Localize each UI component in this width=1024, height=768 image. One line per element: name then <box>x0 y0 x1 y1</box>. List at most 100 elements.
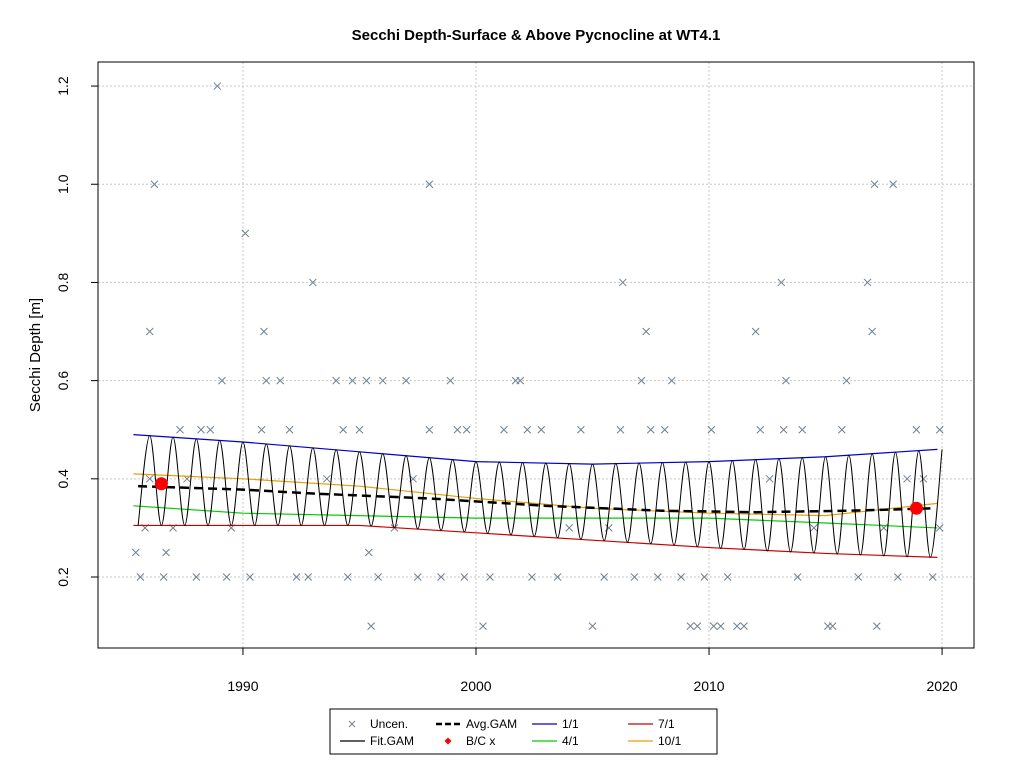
data-point <box>446 376 455 385</box>
data-point <box>709 622 718 630</box>
data-point <box>159 573 168 581</box>
data-point <box>765 474 774 483</box>
data-point <box>889 180 897 189</box>
data-point <box>192 573 201 581</box>
data-point <box>637 376 646 385</box>
x-tick-label: 2010 <box>693 678 724 694</box>
series-line <box>133 505 938 529</box>
data-point <box>486 573 494 581</box>
data-point <box>756 425 765 434</box>
data-point <box>523 425 532 434</box>
data-point <box>707 425 716 434</box>
data-point <box>577 425 585 434</box>
legend-label: Uncen. <box>370 717 408 731</box>
data-point <box>700 573 709 581</box>
data-point <box>553 573 562 581</box>
data-point <box>500 425 508 434</box>
data-point <box>309 278 317 287</box>
data-point <box>779 425 788 434</box>
legend-box <box>329 708 718 755</box>
data-point <box>528 573 536 581</box>
data-point <box>453 425 462 434</box>
legend-symbol <box>444 737 452 745</box>
data-point <box>437 573 445 581</box>
data-point <box>537 425 546 434</box>
data-point <box>246 573 254 581</box>
y-tick-label: 0.4 <box>55 469 71 489</box>
data-point <box>646 425 655 434</box>
data-point <box>751 327 760 336</box>
data-point <box>863 278 872 287</box>
series-line <box>133 524 938 558</box>
data-point <box>600 573 609 581</box>
bc-point <box>154 477 168 491</box>
data-point <box>131 548 140 557</box>
series-line <box>133 434 938 465</box>
data-point <box>367 622 375 630</box>
legend-label: Avg.GAM <box>466 717 517 731</box>
data-point <box>782 376 790 385</box>
legend-label: 7/1 <box>658 717 675 731</box>
data-point <box>332 376 341 385</box>
data-point <box>588 622 597 630</box>
data-point <box>260 327 268 336</box>
legend-label: Fit.GAM <box>370 734 414 748</box>
data-point <box>928 573 937 581</box>
data-point <box>653 573 662 581</box>
data-point <box>810 524 818 532</box>
data-point <box>893 573 902 581</box>
data-point <box>616 425 625 434</box>
data-point <box>374 573 382 581</box>
data-point <box>693 622 702 630</box>
legend-label: 4/1 <box>562 734 579 748</box>
data-point <box>339 425 348 434</box>
data-point <box>723 573 732 581</box>
data-point <box>257 425 266 434</box>
data-point <box>145 474 154 483</box>
data-point <box>868 327 877 336</box>
data-point <box>479 622 487 630</box>
data-point <box>362 376 371 385</box>
series-line <box>138 484 936 514</box>
data-point <box>343 573 352 581</box>
plot-frame <box>97 61 975 649</box>
legend-label: 1/1 <box>562 717 579 731</box>
bc-point <box>909 501 923 515</box>
data-point <box>793 573 802 581</box>
data-point <box>378 376 387 385</box>
data-point <box>660 425 669 434</box>
data-point <box>870 180 879 189</box>
data-point <box>292 573 301 581</box>
y-tick-label: 1.0 <box>55 174 71 194</box>
data-point <box>218 376 226 385</box>
data-point <box>145 327 154 336</box>
data-point <box>686 622 695 630</box>
data-point <box>304 573 313 581</box>
data-point <box>462 425 471 434</box>
data-point <box>777 278 786 287</box>
data-point <box>838 425 846 434</box>
data-point <box>413 573 422 581</box>
data-point <box>402 376 410 385</box>
data-point <box>241 229 250 238</box>
data-point <box>150 180 159 189</box>
data-point <box>364 548 373 557</box>
data-point <box>842 376 851 385</box>
data-point <box>919 474 928 483</box>
data-point <box>935 524 944 532</box>
data-point <box>740 622 748 630</box>
data-point <box>213 82 222 90</box>
data-point <box>425 180 434 189</box>
data-point <box>206 425 215 434</box>
data-point <box>425 425 434 434</box>
y-tick-label: 0.8 <box>55 272 71 292</box>
data-point <box>798 425 807 434</box>
data-point <box>642 327 650 336</box>
data-point <box>222 573 231 581</box>
y-tick-label: 0.2 <box>55 567 71 587</box>
data-point <box>460 573 469 581</box>
data-point <box>355 425 364 434</box>
data-point <box>733 622 741 630</box>
legend-label: B/C x <box>466 734 495 748</box>
